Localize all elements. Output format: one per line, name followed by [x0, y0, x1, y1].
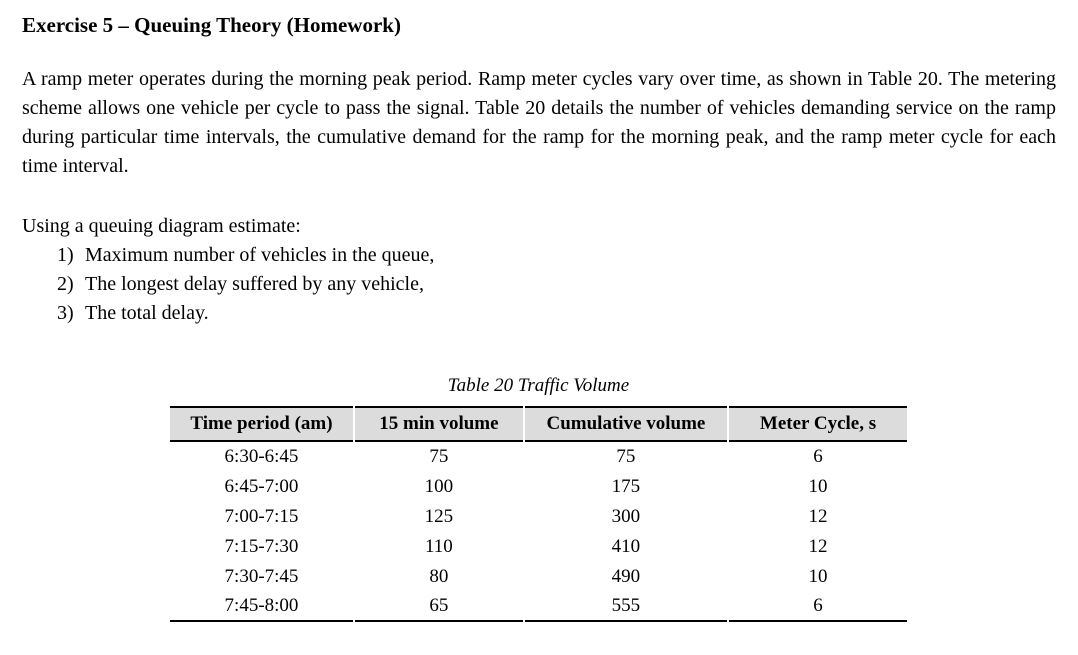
cell-time-period: 7:45-8:00 — [170, 592, 353, 622]
cell-meter-cycle: 12 — [808, 506, 828, 527]
column-header-time-period: Time period (am) — [170, 406, 353, 442]
traffic-volume-table: Time period (am) 15 min volume Cumulativ… — [168, 406, 909, 622]
task-text: Maximum number of vehicles in the queue, — [85, 244, 435, 266]
table-row: 6:45-7:00 100 175 10 — [170, 472, 907, 502]
cell-cumulative-volume: 75 — [616, 446, 636, 467]
column-header-meter-cycle: Meter Cycle, s — [729, 406, 907, 442]
cell-meter-cycle: 10 — [808, 476, 828, 497]
table-header-row: Time period (am) 15 min volume Cumulativ… — [170, 406, 907, 442]
task-number: 1) — [57, 244, 74, 266]
cell-time-period: 7:15-7:30 — [224, 536, 299, 557]
cell-meter-cycle: 6 — [729, 592, 907, 622]
page-title: Exercise 5 – Queuing Theory (Homework) — [22, 13, 401, 37]
task-item-2: 2) The longest delay suffered by any veh… — [22, 270, 1056, 299]
task-item-1: 1) Maximum number of vehicles in the que… — [22, 241, 1056, 270]
cell-15min-volume: 80 — [429, 566, 449, 587]
column-header-15min-volume: 15 min volume — [355, 406, 523, 442]
cell-15min-volume: 75 — [429, 446, 449, 467]
table-row: 7:00-7:15 125 300 12 — [170, 502, 907, 532]
cell-cumulative-volume: 490 — [611, 566, 641, 587]
cell-meter-cycle: 12 — [808, 536, 828, 557]
cell-cumulative-volume: 555 — [524, 592, 728, 622]
cell-meter-cycle: 10 — [808, 566, 828, 587]
document-page: Exercise 5 – Queuing Theory (Homework) A… — [22, 13, 1056, 622]
table-row: 7:15-7:30 110 410 12 — [170, 532, 907, 562]
cell-cumulative-volume: 410 — [611, 536, 641, 557]
cell-15min-volume: 100 — [424, 476, 454, 497]
table-caption: Table 20 Traffic Volume — [447, 375, 630, 396]
cell-15min-volume: 125 — [424, 506, 454, 527]
column-header-cumulative-volume: Cumulative volume — [524, 406, 728, 442]
cell-cumulative-volume: 175 — [611, 476, 641, 497]
task-text: The longest delay suffered by any vehicl… — [85, 273, 424, 295]
task-text: The total delay. — [85, 302, 209, 324]
cell-time-period: 6:45-7:00 — [224, 476, 299, 497]
cell-time-period: 7:30-7:45 — [224, 566, 299, 587]
traffic-table-block: Table 20 Traffic Volume Time period (am)… — [168, 375, 909, 622]
cell-time-period: 6:30-6:45 — [224, 446, 299, 467]
task-item-3: 3) The total delay. — [22, 299, 1056, 328]
task-number: 3) — [57, 302, 74, 324]
table-row: 7:45-8:00 65 555 6 — [170, 592, 907, 622]
task-number: 2) — [57, 273, 74, 295]
cell-cumulative-volume: 300 — [611, 506, 641, 527]
cell-time-period: 7:00-7:15 — [224, 506, 299, 527]
cell-15min-volume: 65 — [355, 592, 523, 622]
task-list-intro: Using a queuing diagram estimate: — [22, 215, 301, 237]
intro-paragraph: A ramp meter operates during the morning… — [22, 68, 1056, 177]
cell-meter-cycle: 6 — [813, 446, 823, 467]
cell-15min-volume: 110 — [425, 536, 453, 557]
task-list: 1) Maximum number of vehicles in the que… — [22, 241, 1056, 328]
table-row: 7:30-7:45 80 490 10 — [170, 562, 907, 592]
table-row: 6:30-6:45 75 75 6 — [170, 442, 907, 472]
